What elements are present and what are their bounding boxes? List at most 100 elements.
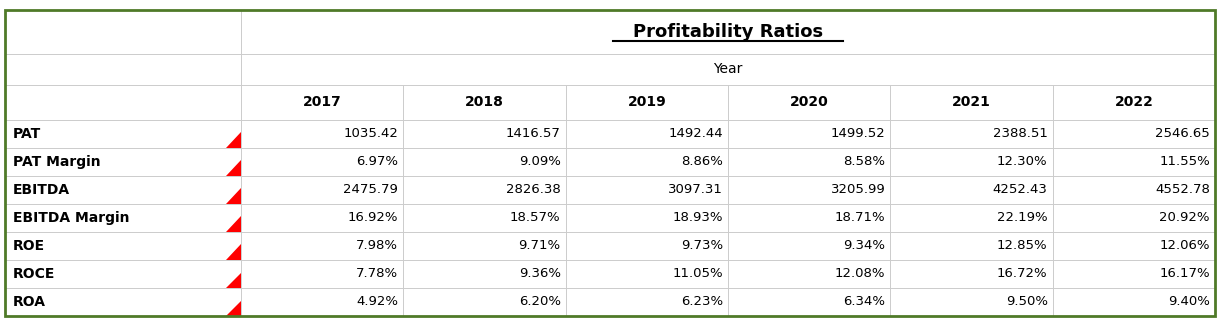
Bar (891, 288, 1053, 316)
Text: 2388.51: 2388.51 (993, 127, 1048, 140)
Polygon shape (226, 300, 240, 316)
Text: 3097.31: 3097.31 (669, 183, 723, 196)
Bar (1053, 288, 1215, 316)
Text: 2022: 2022 (1114, 95, 1153, 109)
Text: 2826.38: 2826.38 (506, 183, 561, 196)
Text: Year: Year (714, 62, 743, 76)
Bar (240, 54, 404, 85)
Text: ROE: ROE (13, 239, 45, 253)
Text: 18.57%: 18.57% (510, 211, 561, 224)
Bar (1053, 176, 1215, 204)
Bar (1053, 232, 1215, 260)
Bar (240, 85, 404, 120)
Bar (240, 204, 404, 232)
Text: 9.73%: 9.73% (681, 239, 723, 252)
Bar (404, 54, 566, 85)
Text: 9.36%: 9.36% (518, 267, 561, 281)
Bar (566, 288, 728, 316)
Text: 18.93%: 18.93% (672, 211, 723, 224)
Text: 9.09%: 9.09% (518, 155, 561, 168)
Bar (566, 148, 728, 176)
Bar (891, 54, 1053, 85)
Bar (404, 288, 566, 316)
Text: ROA: ROA (13, 295, 46, 309)
Bar (891, 260, 1053, 288)
Text: 16.92%: 16.92% (348, 211, 398, 224)
Bar (404, 148, 566, 176)
Bar (566, 232, 728, 260)
Bar (404, 10, 566, 54)
Text: 12.06%: 12.06% (1159, 239, 1210, 252)
Bar (404, 204, 566, 232)
Bar (240, 10, 404, 54)
Bar (5, 120, 242, 148)
Bar (1053, 120, 1215, 148)
Text: 16.17%: 16.17% (1159, 267, 1210, 281)
Bar (1053, 85, 1215, 120)
Bar (728, 10, 891, 54)
Text: 18.71%: 18.71% (834, 211, 886, 224)
Bar (240, 176, 404, 204)
Bar (1053, 10, 1215, 54)
Text: 4252.43: 4252.43 (993, 183, 1048, 196)
Bar (5, 85, 242, 120)
Bar (728, 204, 891, 232)
Text: 12.30%: 12.30% (997, 155, 1048, 168)
Bar (728, 260, 891, 288)
Polygon shape (226, 273, 240, 288)
Text: 7.78%: 7.78% (356, 267, 398, 281)
Text: 9.50%: 9.50% (1005, 295, 1048, 308)
Text: 3205.99: 3205.99 (831, 183, 886, 196)
Text: 9.40%: 9.40% (1168, 295, 1210, 308)
Text: 12.08%: 12.08% (834, 267, 886, 281)
Bar (891, 148, 1053, 176)
Text: 6.20%: 6.20% (518, 295, 561, 308)
Text: 7.98%: 7.98% (356, 239, 398, 252)
Polygon shape (226, 132, 240, 148)
Bar (566, 54, 728, 85)
Text: Profitability Ratios: Profitability Ratios (633, 23, 824, 41)
Text: 2019: 2019 (627, 95, 666, 109)
Bar (5, 288, 242, 316)
Text: 4552.78: 4552.78 (1155, 183, 1210, 196)
Bar (566, 204, 728, 232)
Bar (5, 54, 242, 85)
Bar (5, 232, 242, 260)
Bar (891, 232, 1053, 260)
Bar (240, 232, 404, 260)
Bar (891, 10, 1053, 54)
Text: ROCE: ROCE (13, 267, 55, 281)
Bar (5, 10, 242, 54)
Text: 1416.57: 1416.57 (506, 127, 561, 140)
Text: 22.19%: 22.19% (997, 211, 1048, 224)
Text: 6.34%: 6.34% (843, 295, 886, 308)
Text: EBITDA Margin: EBITDA Margin (13, 211, 129, 225)
Text: 2017: 2017 (303, 95, 342, 109)
Text: 9.34%: 9.34% (843, 239, 886, 252)
Bar (240, 120, 404, 148)
Bar (1053, 148, 1215, 176)
Bar (891, 120, 1053, 148)
Text: 8.86%: 8.86% (681, 155, 723, 168)
Text: 1499.52: 1499.52 (831, 127, 886, 140)
Text: 6.97%: 6.97% (356, 155, 398, 168)
Bar (566, 260, 728, 288)
Bar (240, 288, 404, 316)
Bar (5, 204, 242, 232)
Bar (1053, 204, 1215, 232)
Text: 9.71%: 9.71% (518, 239, 561, 252)
Polygon shape (226, 245, 240, 260)
Text: 4.92%: 4.92% (356, 295, 398, 308)
Bar (891, 85, 1053, 120)
Bar (5, 176, 242, 204)
Bar (240, 148, 404, 176)
Text: 6.23%: 6.23% (681, 295, 723, 308)
Bar (566, 120, 728, 148)
Bar (1053, 54, 1215, 85)
Bar (728, 232, 891, 260)
Bar (404, 232, 566, 260)
Text: 1035.42: 1035.42 (343, 127, 398, 140)
Bar (5, 260, 242, 288)
Bar (5, 148, 242, 176)
Text: PAT Margin: PAT Margin (13, 155, 100, 169)
